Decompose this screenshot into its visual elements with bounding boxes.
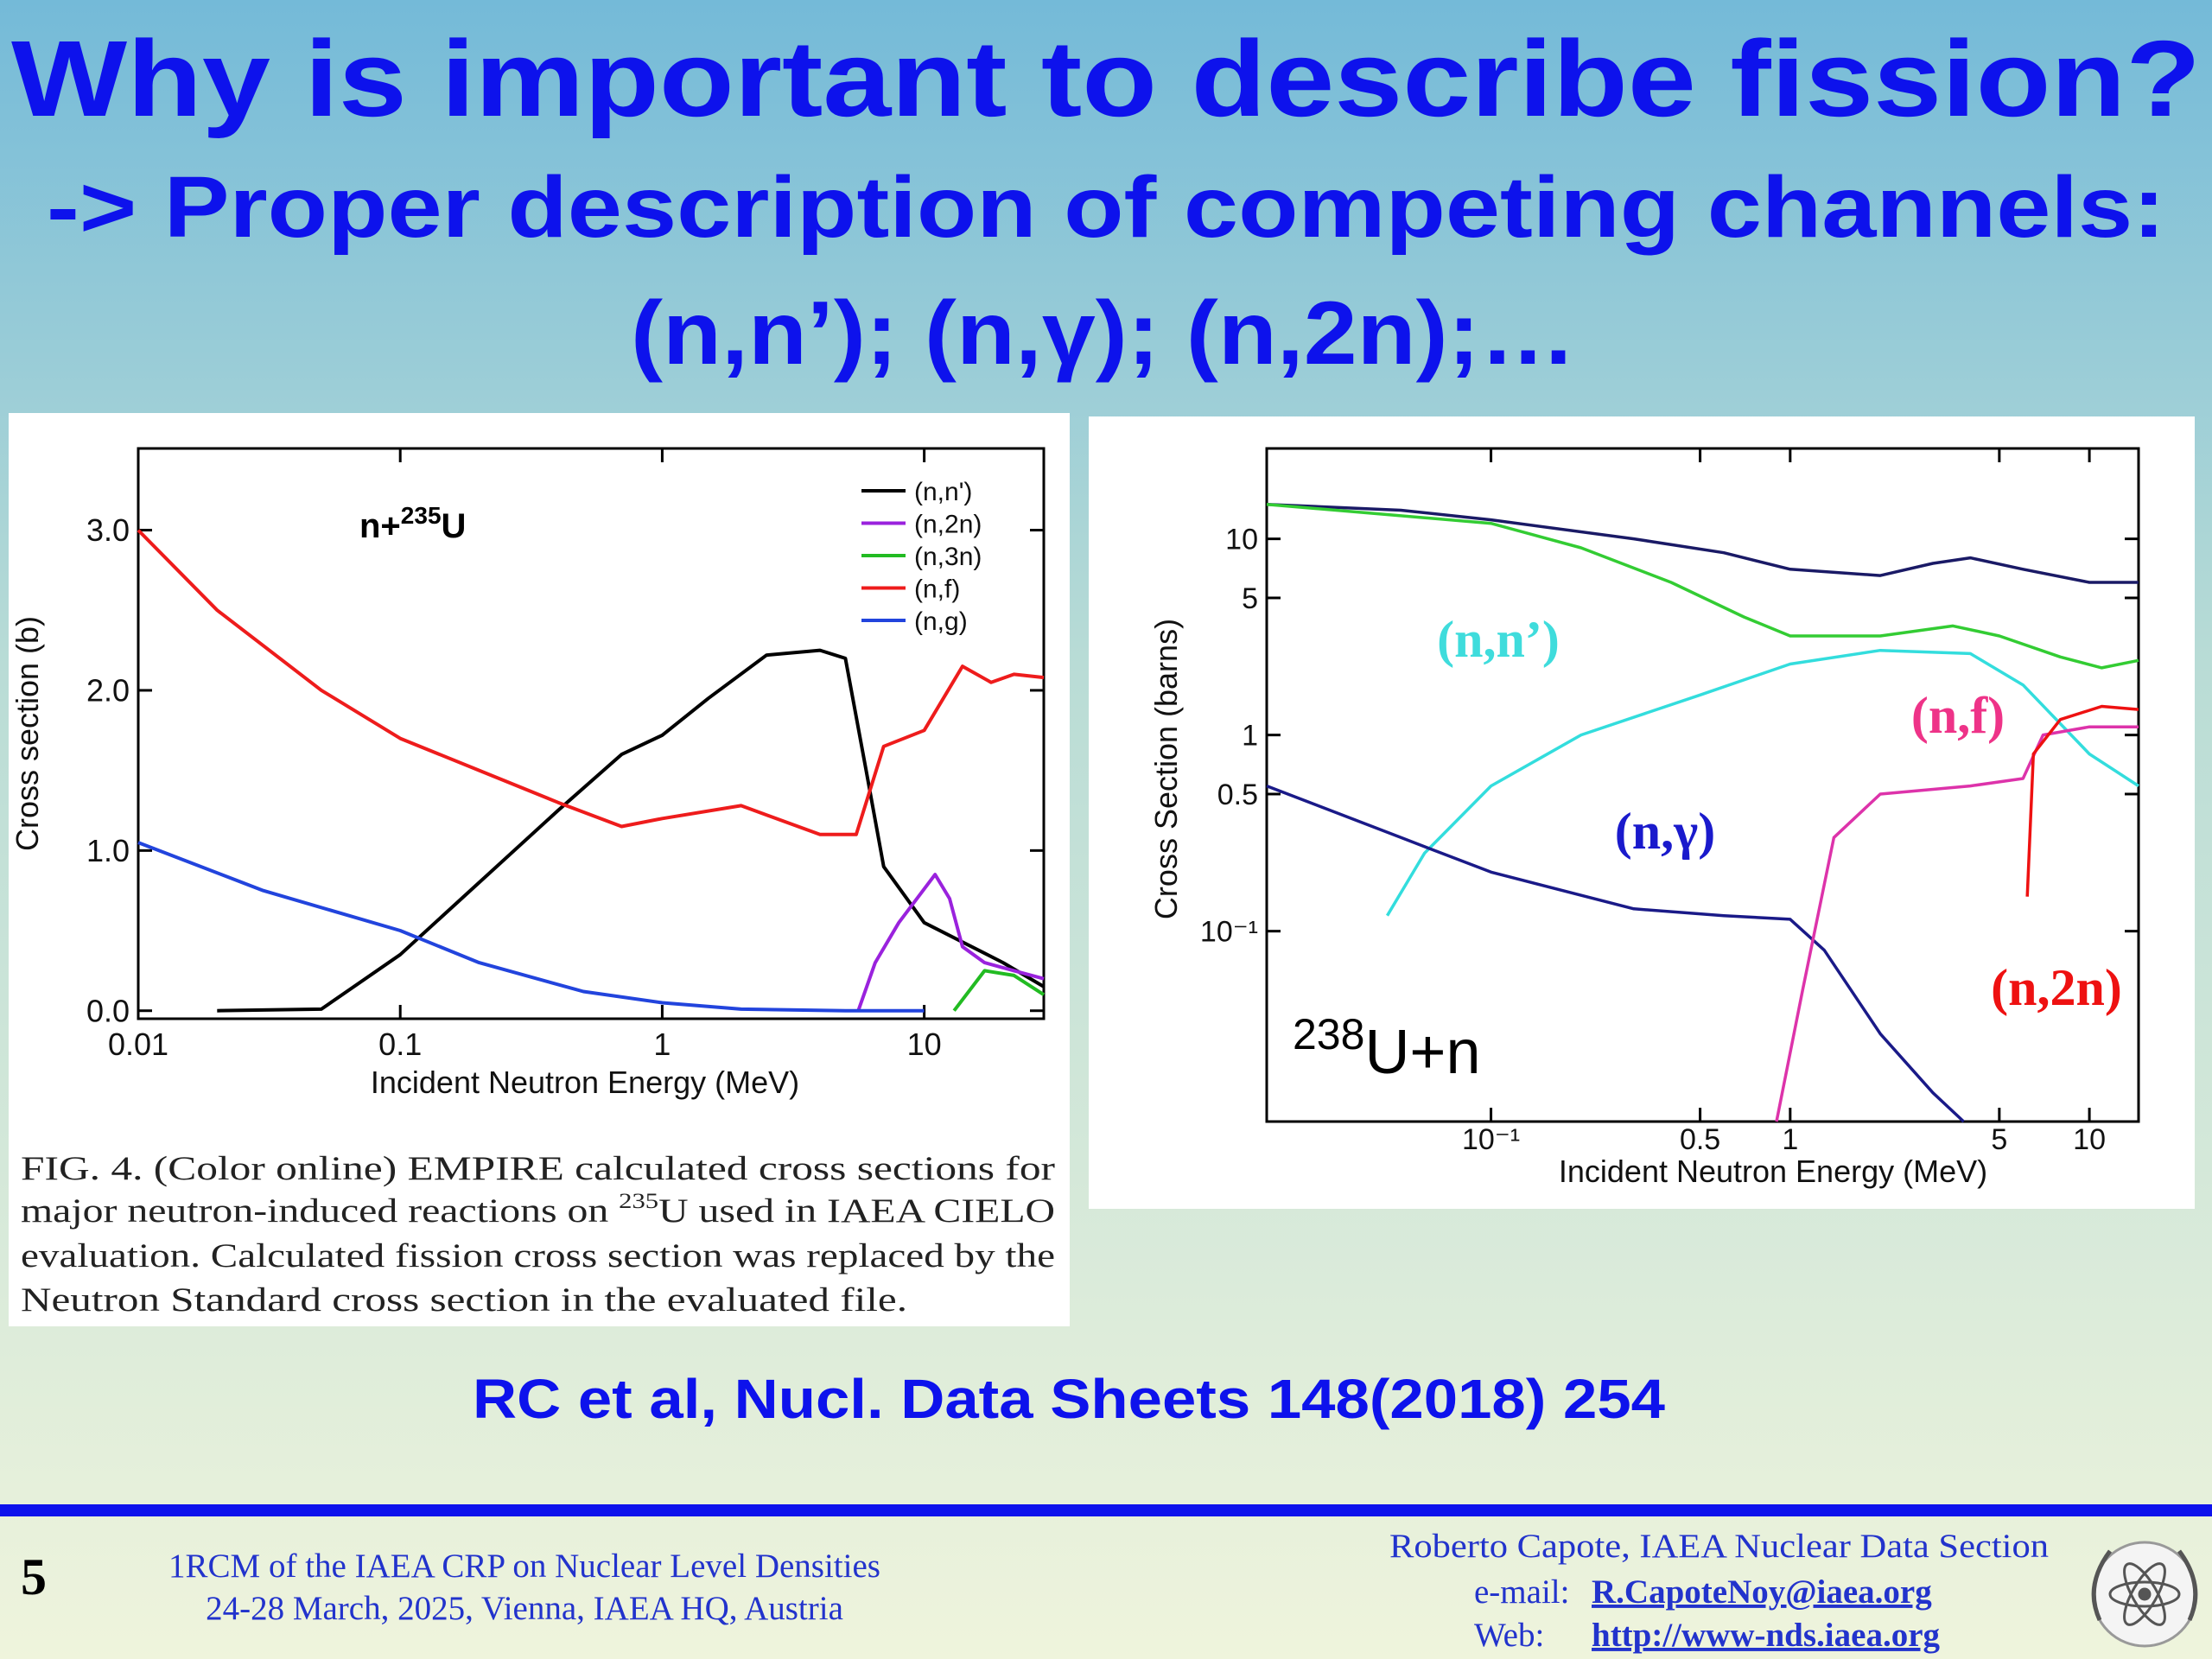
logo-orbit bbox=[2123, 1562, 2166, 1626]
series-line bbox=[1775, 725, 2139, 1122]
y-tick-label: 0.0 bbox=[86, 993, 130, 1028]
chart: 10⁻¹ 0.5 1 5 10 10⁻¹ 0.5 1 5 10 Incident Neutron E… bbox=[1148, 447, 2140, 1189]
series-line bbox=[2025, 704, 2139, 897]
x-tick-label: 1 bbox=[653, 1027, 671, 1062]
series-line bbox=[137, 841, 925, 1013]
iaea-logo bbox=[2091, 1541, 2198, 1648]
target-label: 238U+n bbox=[1293, 1010, 1481, 1087]
x-tick-label: 0.5 bbox=[1680, 1123, 1720, 1156]
reference: RC et al, Nucl. Data Sheets 148(2018) 25… bbox=[473, 1368, 1665, 1430]
x-tick-label: 10 bbox=[907, 1027, 942, 1062]
logo-orbit bbox=[2123, 1562, 2166, 1626]
plot-frame bbox=[137, 447, 1046, 1020]
caption-sup: 235 bbox=[619, 1190, 658, 1213]
legend-label: (n,2n) bbox=[914, 511, 982, 539]
x-tick-label: 5 bbox=[1991, 1123, 2007, 1156]
caption-line: FIG. 4. (Color online) EMPIRE calculated… bbox=[21, 1150, 1055, 1187]
logo-wreath bbox=[2091, 1549, 2198, 1622]
y-tick-label: 3.0 bbox=[86, 512, 130, 548]
y-tick-label: 1 bbox=[1242, 720, 1258, 753]
x-axis-title: Incident Neutron Energy (MeV) bbox=[1559, 1154, 1987, 1189]
page-number: 5 bbox=[21, 1548, 47, 1605]
annotation-sup: 235 bbox=[401, 502, 442, 529]
x-tick-label: 1 bbox=[1782, 1123, 1798, 1156]
curve-label: (n,f) bbox=[1911, 687, 2005, 744]
annotation-text: n+ bbox=[359, 507, 401, 545]
x-tick-label: 10 bbox=[2073, 1123, 2106, 1156]
web-label: Web: bbox=[1474, 1617, 1544, 1654]
y-tick-label: 1.0 bbox=[86, 833, 130, 868]
x-axis-title: Incident Neutron Energy (MeV) bbox=[371, 1065, 799, 1100]
target-text: U+n bbox=[1364, 1018, 1480, 1087]
x-tick-label: 0.1 bbox=[378, 1027, 422, 1062]
caption-text: U used in IAEA CIELO bbox=[658, 1192, 1055, 1230]
figure-caption: FIG. 4. (Color online) EMPIRE calculated… bbox=[21, 1150, 1055, 1319]
caption-line: major neutron-induced reactions on 235 U … bbox=[21, 1190, 1055, 1230]
footer-rule bbox=[0, 1504, 2212, 1516]
caption-line: Neutron Standard cross section in the ev… bbox=[21, 1281, 907, 1319]
event: 1RCM of the IAEA CRP on Nuclear Level De… bbox=[168, 1548, 880, 1585]
legend-label: (n,g) bbox=[914, 607, 968, 636]
legend-label: (n,3n) bbox=[914, 543, 982, 571]
y-tick-label: 10⁻¹ bbox=[1200, 916, 1258, 949]
series-line bbox=[1266, 784, 1965, 1123]
series-line bbox=[856, 873, 1045, 1012]
email-label: e-mail: bbox=[1474, 1573, 1569, 1611]
series-line bbox=[952, 969, 1046, 1012]
logo-nucleus bbox=[2138, 1587, 2152, 1601]
author: Roberto Capote, IAEA Nuclear Data Sectio… bbox=[1389, 1528, 2049, 1565]
y-tick-label: 5 bbox=[1242, 582, 1258, 615]
legend-label: (n,f) bbox=[914, 575, 960, 604]
series-line bbox=[1266, 502, 2139, 670]
email-link[interactable]: R.CapoteNoy@iaea.org bbox=[1592, 1573, 1932, 1611]
series-line bbox=[217, 648, 1046, 1013]
left-figure-panel bbox=[9, 413, 1070, 1326]
y-axis-title: Cross section (b) bbox=[10, 616, 45, 851]
curve-label: (n,n’) bbox=[1437, 611, 1560, 668]
series-line bbox=[1385, 648, 2139, 917]
annotation: n+235U bbox=[359, 502, 466, 545]
legend-label: (n,n') bbox=[914, 478, 972, 506]
annotation-text: U bbox=[442, 507, 467, 545]
chart: 0.01 0.1 1 10 0.0 1.0 2.0 3.0 Incident Neutron E… bbox=[10, 447, 1046, 1100]
dates: 24-28 March, 2025, Vienna, IAEA HQ, Aust… bbox=[206, 1590, 843, 1627]
y-axis-title: Cross Section (barns) bbox=[1148, 619, 1184, 919]
series-line bbox=[137, 529, 1045, 836]
logo-orbit bbox=[2108, 1580, 2181, 1608]
web-link[interactable]: http://www-nds.iaea.org bbox=[1592, 1617, 1941, 1654]
curve-label: (n,2n) bbox=[1991, 959, 2122, 1016]
title: Why is important to describe fission? bbox=[11, 19, 2201, 139]
caption-text: major neutron-induced reactions on bbox=[21, 1192, 619, 1230]
y-tick-label: 2.0 bbox=[86, 673, 130, 709]
target-sup: 238 bbox=[1293, 1010, 1364, 1058]
series-line bbox=[1266, 502, 2139, 584]
y-tick-label: 10 bbox=[1225, 524, 1258, 556]
right-figure-panel bbox=[1089, 416, 2195, 1209]
y-tick-label: 0.5 bbox=[1217, 779, 1258, 811]
curve-label: (n,γ) bbox=[1615, 803, 1715, 860]
subtitle: -> Proper description of competing chann… bbox=[47, 159, 2165, 256]
x-tick-label: 0.01 bbox=[108, 1027, 168, 1062]
channels: (n,n’); (n,γ); (n,2n);… bbox=[631, 283, 1576, 384]
x-tick-label: 10⁻¹ bbox=[1462, 1123, 1520, 1156]
caption-line: evaluation. Calculated fission cross sec… bbox=[21, 1237, 1055, 1274]
